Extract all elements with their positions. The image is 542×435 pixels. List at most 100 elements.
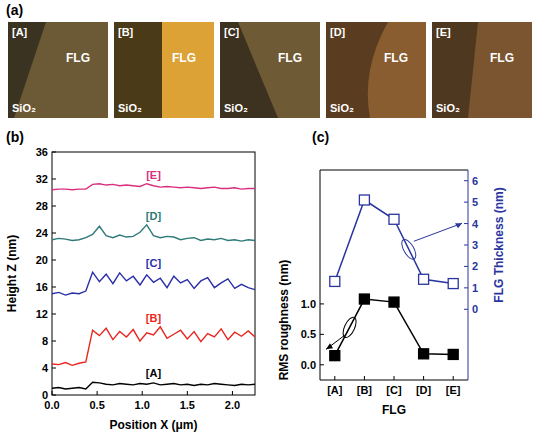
y-tick [320,303,324,304]
image-panel: [D]FLGSiO₂ [326,22,426,118]
series-label: [B] [146,312,162,324]
flake-region [468,22,532,118]
y-axis-title: RMS roughness (nm) [277,260,291,381]
image-panel: [C]FLGSiO₂ [220,22,320,118]
x-tick [232,391,233,395]
y-tick [52,152,56,153]
y2-tick [464,180,468,181]
profile-line [52,225,255,241]
annotation-arrow [326,335,345,349]
y-tick-label: 24 [36,227,49,239]
y2-tick-label: 1 [472,282,478,294]
profile-line [52,272,255,295]
panel-letter: (c) [312,129,329,145]
series-line [335,200,453,284]
x-tick [364,376,365,380]
y-tick-label: 4 [42,362,49,374]
top-frame [320,170,468,171]
profile-line [52,184,255,190]
y-tick-label: 12 [36,308,48,320]
x-tick [423,376,424,380]
y-tick [52,368,56,369]
y-tick-label: 16 [36,281,48,293]
annotation-arrow [414,223,462,241]
region-label: SiO₂ [12,102,36,114]
y2-tick-label: 5 [472,196,478,208]
flake-region [238,22,320,118]
series-label: [C] [146,257,162,269]
panel-label: [B] [118,26,134,38]
data-point [330,276,340,286]
y-tick [320,364,324,365]
data-point [419,349,429,359]
y2-tick-label: 6 [472,175,478,187]
y2-tick-label: 2 [472,260,478,272]
region-label: SiO₂ [118,102,142,114]
region-label: FLG [278,51,302,65]
y2-tick [464,245,468,246]
region-label: FLG [490,51,514,65]
panel-label: [D] [330,26,346,38]
x-axis-title: Position X (μm) [109,418,197,432]
x-tick [394,376,395,380]
y-tick [52,206,56,207]
profile-line [52,327,255,365]
x-tick [187,391,188,395]
y-tick [52,233,56,234]
y-tick-label: 36 [36,146,48,158]
y-tick-label: 1.0 [301,298,316,310]
substrate-region [8,22,108,118]
x-tick [142,391,143,395]
x-tick [52,391,53,395]
x-tick-label: 0.0 [44,399,59,411]
y-tick [52,341,56,342]
annotation-arrowhead [326,343,333,349]
substrate-region [220,22,320,118]
series-label: [A] [146,367,162,379]
substrate-region [326,22,426,118]
y-tick [320,334,324,335]
substrate-region [114,22,214,118]
series-group [330,195,458,361]
data-point [389,214,399,224]
y2-tick-label: 4 [472,218,479,230]
series-group [52,184,255,389]
x-tick-label: 1.5 [180,399,195,411]
flake-region [162,22,214,118]
y2-tick [464,223,468,224]
y-axis-title: Height Z (nm) [5,235,19,312]
y-tick-label: 20 [36,254,48,266]
x-tick-label: [D] [416,384,432,396]
flake-region [368,22,426,118]
data-point [359,195,369,205]
series-label: [D] [146,210,162,222]
annotation-arrowhead [455,223,462,228]
region-label: SiO₂ [224,102,248,114]
y-tick [52,179,56,180]
x-tick [453,376,454,380]
region-label: SiO₂ [436,102,460,114]
y-axis-line [320,170,321,380]
y-tick-label: 0.5 [301,328,316,340]
data-point [359,294,369,304]
x-axis-title: FLG [382,403,406,417]
region-label: FLG [172,51,196,65]
panel-letter: (b) [6,129,24,145]
panel-label: [A] [12,26,28,38]
plot-frame [52,152,255,395]
x-tick-label: 0.5 [89,399,104,411]
y2-tick [464,266,468,267]
y2-tick-label: 3 [472,239,478,251]
x-tick-label: [C] [386,384,402,396]
data-point [419,274,429,284]
y2-tick [464,202,468,203]
panel-label: [E] [436,26,451,38]
x-tick-label: 2.0 [225,399,240,411]
x-tick [97,391,98,395]
y2-axis-line [468,170,469,380]
profile-line [52,382,255,389]
data-point [389,297,399,307]
y2-tick-label: 0 [472,303,478,315]
region-label: FLG [384,51,408,65]
data-point [448,349,458,359]
